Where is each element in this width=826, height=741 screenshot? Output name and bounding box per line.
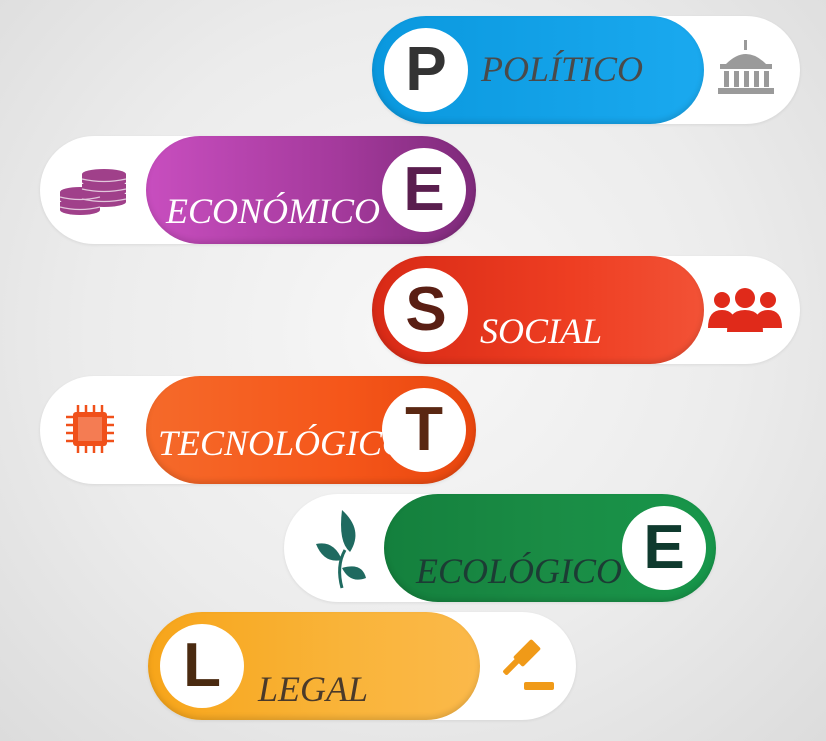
microchip-icon [64,403,116,460]
tecnologico-letter: T [405,395,443,464]
social-letter-circle: S [384,268,468,352]
ecologico-letter-circle: E [622,506,706,590]
gavel-icon [494,636,558,701]
legal-letter: L [183,631,221,700]
economico-label: ECONÓMICO [166,191,380,231]
legal-label: LEGAL [258,669,369,709]
ecologico-letter: E [643,513,685,582]
economico-letter: E [403,155,445,224]
economico-letter-circle: E [382,148,466,232]
social-letter: S [405,275,447,344]
legal-letter-circle: L [160,624,244,708]
tecnologico-label: TECNOLÓGICO [158,423,409,463]
government-building-icon [714,40,778,101]
ecologico-label: ECOLÓGICO [416,551,623,591]
politico-letter: P [405,35,447,104]
tecnologico-letter-circle: T [382,388,466,472]
people-group-icon [706,286,784,339]
social-label: SOCIAL [480,311,603,351]
leaf-plant-icon [312,506,368,595]
politico-label: POLÍTICO [481,49,644,89]
coins-icon [58,166,130,221]
politico-letter-circle: P [384,28,468,112]
